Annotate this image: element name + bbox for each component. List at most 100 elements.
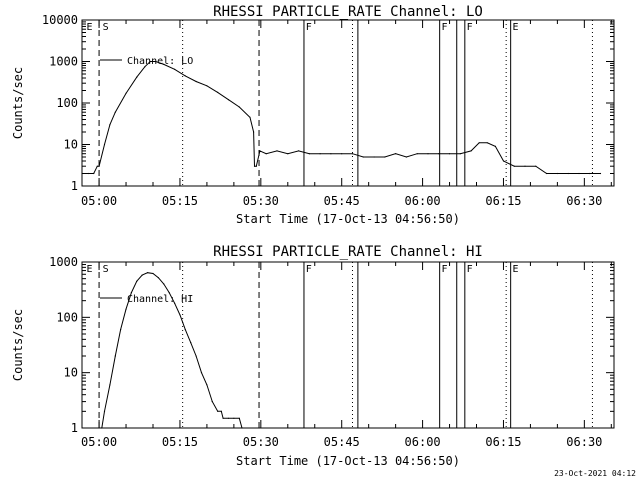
data-point [459,153,461,155]
data-point [149,60,151,63]
data-point [101,427,103,429]
data-point [222,417,224,419]
data-point [330,153,332,155]
x-tick-label: 05:45 [324,194,360,208]
data-point [184,329,186,331]
data-point [114,355,116,357]
data-point [206,85,208,87]
marker-letter: E [86,22,92,33]
data-point [114,111,116,113]
y-axis-label: Counts/sec [11,309,25,381]
data-point [217,410,219,412]
y-tick-label: 100 [56,310,78,324]
data-point [546,172,548,175]
data-point [438,153,440,155]
data-point [427,153,429,155]
y-tick-label: 1000 [49,55,78,69]
marker-letter: F [441,264,447,275]
marker-letter: F [441,22,447,33]
x-tick-label: 06:30 [566,435,602,449]
data-point [265,153,267,155]
data-point [599,172,602,175]
data-point [109,384,111,386]
marker-letter: F [306,264,312,275]
data-point [195,355,197,357]
marker-letter: F [306,22,312,33]
y-tick-label: 1 [71,421,78,435]
data-point [351,153,354,155]
marker-letter: S [103,264,109,275]
x-axis-label: Start Time (17-Oct-13 04:56:50) [236,454,460,468]
data-point [233,417,235,419]
x-tick-label: 06:00 [405,194,441,208]
data-point [259,150,261,152]
data-point [478,142,480,144]
data-point [184,75,186,77]
marker-letter: F [467,22,473,33]
data-point [125,92,127,94]
hi-channel-plot: RHESSI PARTICLE_RATE Channel: HI 1 10 100 10… [11,244,615,468]
plot-frame [81,261,615,429]
data-point [93,172,95,175]
data-point [470,150,472,152]
data-point [362,156,364,158]
data-point [190,342,192,344]
data-point [200,372,203,374]
data-point [103,410,106,412]
data-point [174,302,176,304]
data-point [524,165,526,167]
data-point [87,172,89,175]
data-point [174,68,176,70]
x-tick-label: 05:00 [81,435,117,449]
data-point [567,172,569,175]
legend-label: Channel: LO [127,56,193,67]
plot-title: RHESSI PARTICLE_RATE Channel: HI [213,244,483,260]
data-point [144,66,146,68]
data-point [179,314,181,316]
data-point [298,150,300,152]
y-tick-label: 1000 [49,255,78,269]
data-point [157,277,159,279]
x-tick-label: 05:15 [162,194,198,208]
x-tick-label: 05:45 [324,435,360,449]
marker-letter: S [103,22,109,33]
data-point [238,417,240,419]
data-point [152,272,154,275]
data-point [96,165,98,167]
y-tick-label: 10 [64,138,78,152]
y-tick-label: 10000 [42,13,78,27]
data-point [238,106,240,108]
lo-channel-plot: RHESSI PARTICLE_RATE Channel: LO 1 10 100 10… [11,4,615,226]
data-point [141,274,143,276]
data-point [217,91,219,93]
y-axis-label: Counts/sec [11,67,25,139]
data-point [287,153,289,155]
x-tick-label: 06:00 [405,435,441,449]
data-point [211,401,213,403]
data-point [341,153,343,155]
data-point [130,292,132,294]
data-point [578,172,580,175]
marker-letter: E [512,264,518,275]
marker-letter: F [467,264,473,275]
x-tick-label: 05:00 [81,194,117,208]
data-point [163,63,165,65]
y-tick-label: 100 [56,96,78,110]
plot-frame [81,19,615,187]
series-line [82,61,601,174]
data-point [227,99,230,101]
legend-label: Channel: HI [127,294,193,305]
x-tick-label: 06:15 [485,194,521,208]
x-tick-label: 05:30 [243,435,279,449]
data-point [513,165,515,167]
x-tick-label: 05:30 [243,194,279,208]
data-point [249,116,251,118]
data-point [535,165,537,167]
x-tick-label: 06:30 [566,194,602,208]
data-point [136,280,138,282]
data-point [416,153,418,155]
data-point [448,153,451,155]
data-point [103,143,106,146]
data-point [241,427,243,429]
